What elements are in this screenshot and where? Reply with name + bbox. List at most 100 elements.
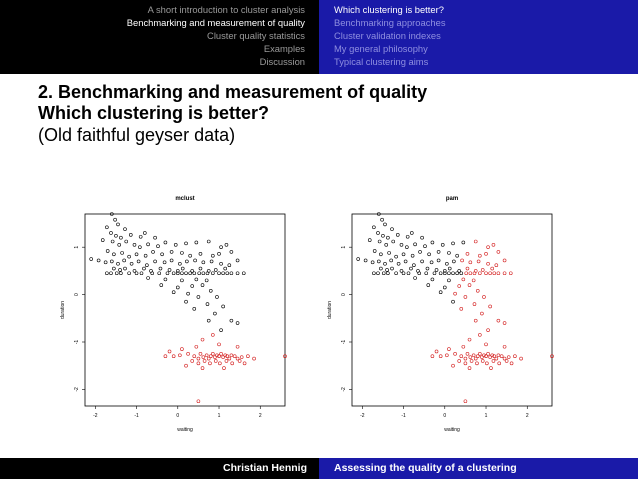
data-point — [478, 271, 482, 276]
data-point — [110, 212, 114, 216]
data-point — [451, 271, 455, 276]
data-point — [390, 227, 394, 231]
data-point — [380, 217, 384, 222]
data-point — [387, 251, 391, 255]
data-point — [186, 291, 190, 296]
data-point — [136, 259, 141, 264]
data-point — [229, 271, 234, 276]
data-point — [192, 354, 197, 359]
plot-frame — [351, 213, 553, 407]
nav-section-quality-statistics[interactable]: Cluster quality statistics — [207, 29, 305, 41]
data-point — [383, 261, 387, 266]
nav-section-benchmarking[interactable]: Benchmarking and measurement of quality — [126, 16, 305, 28]
nav-section-examples[interactable]: Examples — [263, 42, 305, 54]
y-tick-label: 0 — [74, 293, 80, 296]
data-point — [113, 217, 117, 222]
data-point — [486, 328, 490, 332]
x-tick-label: 2 — [526, 413, 529, 419]
data-point — [385, 268, 389, 272]
data-point — [225, 271, 230, 276]
data-point — [376, 231, 380, 235]
data-point — [134, 271, 139, 276]
data-point — [171, 290, 176, 295]
data-point — [447, 278, 451, 283]
footer-talk-title: Assessing the quality of a clustering — [334, 462, 517, 474]
data-point — [445, 353, 449, 358]
data-point — [502, 271, 507, 276]
data-point — [163, 354, 168, 359]
data-point — [196, 361, 201, 366]
data-point — [425, 266, 430, 271]
data-point — [484, 252, 488, 256]
data-point — [169, 258, 174, 263]
nav-subsection-validation-indexes[interactable]: Cluster validation indexes — [334, 29, 441, 41]
data-point — [184, 363, 188, 368]
x-tick-label: -2 — [93, 413, 98, 419]
data-point — [406, 271, 411, 276]
data-point — [119, 271, 123, 276]
data-point — [215, 353, 219, 358]
data-point — [208, 354, 213, 359]
data-point — [103, 260, 108, 265]
pam-scatter-svg: pam waiting duration -2 -1 0 1 2 -2 -1 0 1 — [327, 196, 554, 433]
data-point — [484, 271, 488, 276]
data-point — [465, 252, 470, 256]
data-point — [484, 354, 488, 359]
data-point — [201, 355, 206, 359]
data-point — [504, 359, 509, 363]
nav-section-intro[interactable]: A short introduction to cluster analysis — [147, 4, 305, 15]
nav-subsection-which-better[interactable]: Which clustering is better? — [334, 4, 444, 15]
data-point — [356, 257, 360, 261]
x-tick-label: 1 — [485, 413, 488, 419]
data-point — [235, 344, 240, 349]
x-tick-label: -2 — [360, 413, 365, 419]
data-point — [178, 353, 182, 358]
data-point — [489, 366, 493, 370]
data-point — [127, 271, 131, 276]
data-point — [447, 347, 451, 351]
data-point — [410, 253, 415, 258]
nav-subsection-philosophy[interactable]: My general philosophy — [334, 42, 428, 54]
data-point — [175, 269, 180, 273]
nav-subsection-benchmarking-approaches[interactable]: Benchmarking approaches — [334, 16, 446, 28]
data-point — [221, 271, 225, 276]
nav-subsection-clustering-aims[interactable]: Typical clustering aims — [334, 55, 429, 67]
data-point — [488, 355, 492, 359]
data-point — [119, 235, 123, 240]
data-point — [175, 271, 180, 276]
data-point — [491, 243, 496, 247]
data-point — [204, 353, 209, 358]
data-point — [461, 240, 466, 245]
data-point — [122, 258, 126, 263]
data-point — [386, 235, 390, 240]
data-point — [201, 260, 206, 265]
data-point — [229, 318, 234, 323]
data-point — [486, 245, 490, 249]
data-point — [464, 271, 469, 276]
data-point — [502, 344, 507, 349]
data-point — [206, 356, 211, 361]
data-point — [188, 253, 192, 258]
data-point — [492, 271, 497, 276]
data-point — [471, 353, 476, 358]
data-point — [235, 321, 240, 325]
data-point — [112, 252, 116, 257]
slide-title: 2. Benchmarking and measurement of quali… — [38, 82, 428, 102]
nav-section-discussion[interactable]: Discussion — [259, 55, 305, 67]
data-point — [377, 239, 382, 244]
data-point — [224, 359, 229, 363]
data-point — [201, 271, 206, 276]
data-point — [139, 271, 144, 276]
data-point — [239, 355, 244, 359]
data-point — [156, 244, 160, 249]
data-point — [451, 363, 455, 368]
data-point — [159, 283, 164, 287]
data-point — [237, 359, 242, 363]
data-point — [283, 354, 287, 359]
data-point — [442, 271, 447, 276]
data-point — [478, 333, 482, 337]
data-point — [200, 366, 205, 370]
data-point — [114, 234, 118, 238]
data-point — [459, 354, 464, 359]
data-point — [235, 258, 240, 263]
